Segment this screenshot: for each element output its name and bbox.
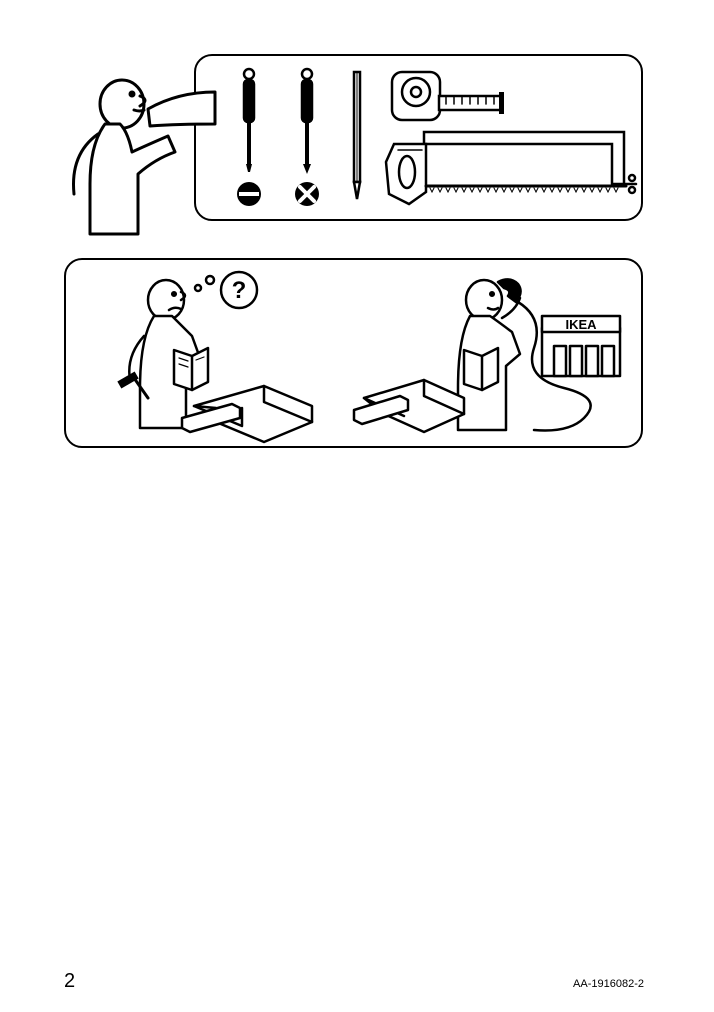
screwdriver-flat-icon: [237, 69, 261, 206]
pencil-icon: [354, 72, 360, 199]
question-bubble-icon: ?: [195, 272, 257, 308]
page-number: 2: [64, 970, 75, 993]
help-svg: ? IKEA: [64, 258, 643, 448]
store-label: IKEA: [565, 317, 597, 332]
question-mark: ?: [232, 277, 247, 304]
parts-left-icon: [182, 386, 312, 442]
tools-svg: [194, 54, 643, 221]
screwdriver-phillips-icon: [295, 69, 319, 206]
hacksaw-icon: [386, 132, 636, 204]
tape-measure-icon: [392, 72, 504, 120]
figure-phone-icon: [458, 279, 521, 430]
parts-right-icon: [354, 380, 464, 432]
ikea-store-icon: IKEA: [542, 316, 620, 376]
document-code: AA-1916082-2: [573, 978, 644, 990]
